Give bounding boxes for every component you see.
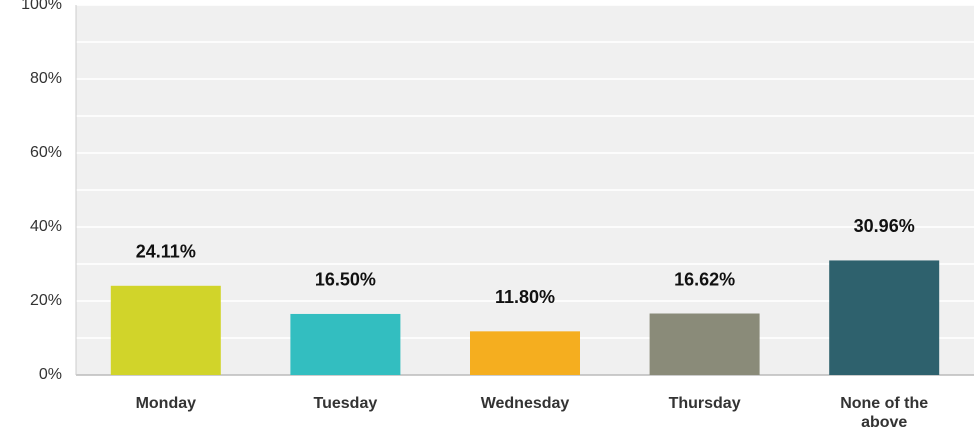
bar xyxy=(470,331,580,375)
value-label: 16.50% xyxy=(315,270,376,290)
y-tick-label: 100% xyxy=(21,0,62,13)
bar xyxy=(110,285,221,375)
y-tick-label: 0% xyxy=(39,366,62,383)
x-tick-label: Wednesday xyxy=(480,395,570,412)
bar xyxy=(649,313,760,375)
y-tick-label: 20% xyxy=(30,292,62,309)
x-tick-label: Thursday xyxy=(668,395,741,412)
value-label: 11.80% xyxy=(495,287,555,307)
x-tick-label: Tuesday xyxy=(313,395,378,412)
value-label: 30.96% xyxy=(854,216,915,236)
value-label: 16.62% xyxy=(674,269,735,289)
y-tick-label: 40% xyxy=(30,218,62,235)
bar xyxy=(290,313,401,375)
y-tick-label: 80% xyxy=(30,70,62,87)
bar xyxy=(829,260,940,375)
y-tick-label: 60% xyxy=(30,144,62,161)
x-tick-label: Monday xyxy=(135,395,197,412)
value-label: 24.11% xyxy=(136,242,196,262)
x-tick-label: None of the above xyxy=(840,395,929,431)
